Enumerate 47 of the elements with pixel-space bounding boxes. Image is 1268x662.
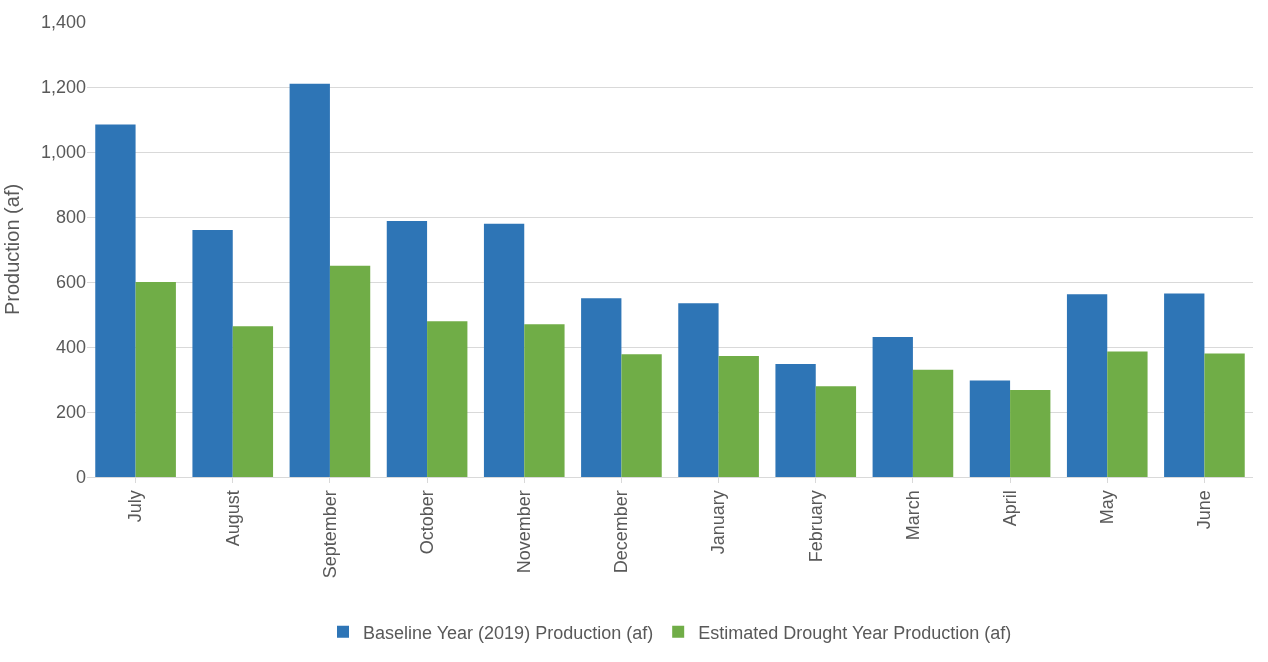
- x-tick-label: October: [416, 490, 437, 555]
- x-tick-label: February: [805, 490, 826, 563]
- y-tick-label: 600: [55, 272, 86, 293]
- bar: [621, 354, 662, 477]
- x-tick-label: June: [1194, 490, 1215, 530]
- y-tick-label: 0: [75, 467, 86, 488]
- bar: [678, 303, 719, 477]
- bar: [581, 298, 622, 477]
- x-tick-label: December: [611, 490, 632, 574]
- bar: [427, 321, 468, 477]
- bar: [1204, 353, 1245, 477]
- x-tick-label: January: [708, 490, 729, 555]
- x-tick-label: March: [902, 490, 923, 541]
- bar: [524, 324, 565, 477]
- bar: [289, 83, 330, 477]
- bar: [135, 282, 176, 477]
- bar: [1107, 351, 1148, 477]
- bar: [1010, 389, 1051, 477]
- y-tick-label: 400: [55, 337, 86, 358]
- legend-label: Baseline Year (2019) Production (af): [363, 622, 654, 643]
- y-tick-label: 800: [55, 207, 86, 228]
- bar: [192, 230, 233, 477]
- bar: [912, 369, 954, 477]
- bar: [232, 326, 274, 477]
- y-tick-label: 1,400: [40, 12, 86, 33]
- bar: [95, 124, 136, 477]
- x-tick-label: September: [319, 490, 340, 579]
- bar: [483, 223, 525, 477]
- bar: [775, 363, 816, 477]
- bar: [329, 265, 371, 477]
- x-tick-label: May: [1097, 490, 1118, 525]
- y-axis-title: Production (af): [1, 183, 24, 316]
- bar: [1164, 293, 1205, 477]
- y-tick-label: 1,000: [40, 142, 86, 163]
- y-tick-label: 1,200: [40, 77, 86, 98]
- y-tick-label: 200: [55, 402, 86, 423]
- legend-label: Estimated Drought Year Production (af): [698, 622, 1012, 643]
- bar: [1066, 294, 1108, 477]
- bar: [386, 220, 428, 477]
- bar: [969, 380, 1011, 477]
- bar: [872, 336, 913, 477]
- x-tick-label: November: [514, 490, 535, 574]
- x-tick-label: July: [125, 490, 146, 523]
- bar: [718, 356, 759, 477]
- x-tick-label: August: [222, 490, 243, 547]
- bar: [815, 386, 857, 477]
- x-tick-label: April: [999, 490, 1020, 527]
